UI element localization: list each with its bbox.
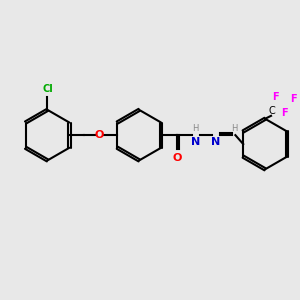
Text: N: N (190, 137, 200, 147)
Text: C: C (268, 106, 275, 116)
Text: H: H (192, 124, 198, 133)
Text: N: N (212, 137, 221, 147)
Text: H: H (231, 124, 237, 133)
Text: F: F (290, 94, 297, 104)
Text: F: F (272, 92, 279, 102)
Text: O: O (94, 130, 104, 140)
Text: Cl: Cl (42, 84, 53, 94)
Text: F: F (281, 108, 288, 118)
Text: O: O (173, 153, 182, 163)
